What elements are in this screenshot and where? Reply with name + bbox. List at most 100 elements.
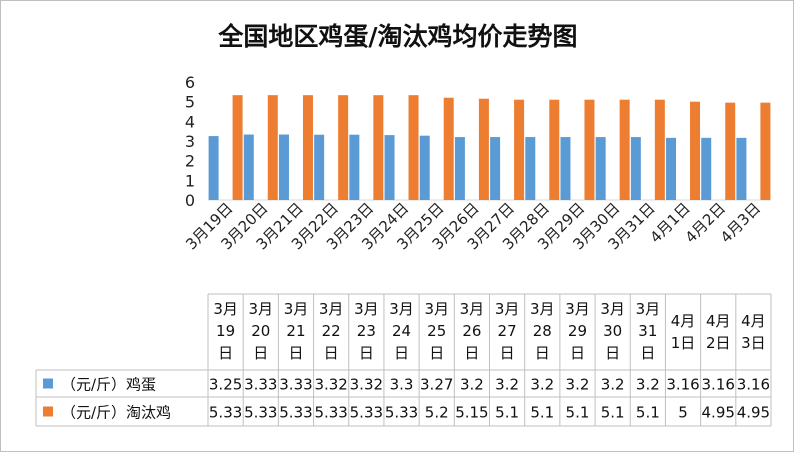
table-header-text: 3月 bbox=[213, 300, 238, 318]
table-value: 3.27 bbox=[420, 376, 453, 394]
y-tick-label: 0 bbox=[185, 191, 195, 210]
table-header-text: 日 bbox=[570, 344, 585, 362]
y-tick-label: 4 bbox=[185, 112, 195, 131]
bar-egg bbox=[349, 134, 360, 200]
legend-swatch-egg bbox=[43, 378, 53, 389]
bar-egg bbox=[560, 137, 571, 200]
table-header-text: 29 bbox=[568, 322, 587, 340]
bar-cull-hen bbox=[478, 98, 489, 200]
bar-cull-hen bbox=[338, 95, 349, 200]
table-header-text: 日 bbox=[218, 344, 233, 362]
table-header-text: 3月 bbox=[495, 300, 520, 318]
table-header-text: 26 bbox=[462, 322, 481, 340]
table-value: 3.3 bbox=[390, 376, 414, 394]
table-header-text: 3月 bbox=[284, 300, 309, 318]
bar-egg bbox=[736, 137, 747, 200]
table-value: 3.33 bbox=[244, 376, 277, 394]
table-header-text: 23 bbox=[357, 322, 376, 340]
bar-cull-hen bbox=[514, 99, 525, 200]
table-header-text: 日 bbox=[640, 344, 655, 362]
table-header-text: 3日 bbox=[741, 334, 766, 352]
table-header-text: 24 bbox=[392, 322, 411, 340]
y-tick-label: 1 bbox=[185, 171, 195, 190]
table-value: 3.2 bbox=[566, 376, 590, 394]
table-header-text: 日 bbox=[324, 344, 339, 362]
table-value: 3.32 bbox=[350, 376, 383, 394]
table-value: 5.1 bbox=[566, 404, 590, 422]
table-value: 3.32 bbox=[314, 376, 347, 394]
table-header-text: 1日 bbox=[671, 334, 696, 352]
x-axis-labels: 3月19日3月20日3月21日3月22日3月23日3月24日3月25日3月26日… bbox=[182, 199, 764, 253]
table-value: 5.33 bbox=[350, 404, 383, 422]
bar-egg bbox=[208, 136, 219, 200]
table-value: 3.16 bbox=[702, 376, 735, 394]
table-header-text: 3月 bbox=[249, 300, 274, 318]
table-header-text: 4月 bbox=[671, 312, 696, 330]
table-header-text: 30 bbox=[603, 322, 622, 340]
bar-cull-hen bbox=[725, 102, 736, 200]
table-value: 5.33 bbox=[314, 404, 347, 422]
table-header-text: 3月 bbox=[424, 300, 449, 318]
table-header-text: 28 bbox=[533, 322, 552, 340]
bar-cull-hen bbox=[619, 99, 630, 200]
bar-egg bbox=[666, 137, 677, 200]
bar-cull-hen bbox=[690, 101, 701, 200]
bar-egg bbox=[595, 137, 606, 200]
table-value: 5.1 bbox=[636, 404, 660, 422]
table-value: 3.33 bbox=[279, 376, 312, 394]
bar-cull-hen bbox=[267, 95, 278, 200]
bars bbox=[208, 95, 771, 200]
table-value: 5.15 bbox=[455, 404, 488, 422]
table-header-text: 3月 bbox=[460, 300, 485, 318]
bar-egg bbox=[701, 137, 712, 200]
table-header-text: 19 bbox=[216, 322, 235, 340]
y-tick-label: 6 bbox=[185, 73, 195, 92]
bar-cull-hen bbox=[302, 95, 313, 200]
y-tick-label: 3 bbox=[185, 132, 195, 151]
bar-egg bbox=[314, 134, 325, 200]
table-header-text: 日 bbox=[394, 344, 409, 362]
table-value: 3.2 bbox=[601, 376, 625, 394]
table-header-text: 日 bbox=[500, 344, 515, 362]
table-value: 3.2 bbox=[530, 376, 554, 394]
bar-cull-hen bbox=[232, 95, 243, 200]
table-header-text: 20 bbox=[251, 322, 270, 340]
table-header-text: 21 bbox=[286, 322, 305, 340]
table-value: 3.2 bbox=[495, 376, 519, 394]
table-header-text: 3月 bbox=[354, 300, 379, 318]
table-value: 3.2 bbox=[636, 376, 660, 394]
bar-cull-hen bbox=[760, 102, 771, 200]
bar-cull-hen bbox=[373, 95, 384, 200]
bar-cull-hen bbox=[408, 95, 419, 200]
table-header-text: 22 bbox=[322, 322, 341, 340]
table-header-text: 日 bbox=[464, 344, 479, 362]
bar-egg bbox=[630, 137, 641, 200]
legend-swatch-cull-hen bbox=[43, 406, 53, 417]
table-value: 3.16 bbox=[737, 376, 770, 394]
y-tick-label: 2 bbox=[185, 152, 195, 171]
y-tick-label: 5 bbox=[185, 93, 195, 112]
table-value: 3.2 bbox=[460, 376, 484, 394]
bar-egg bbox=[419, 135, 430, 200]
table-header-text: 日 bbox=[359, 344, 374, 362]
table-header-text: 3月 bbox=[530, 300, 555, 318]
table-header-text: 4月 bbox=[706, 312, 731, 330]
table-header-text: 日 bbox=[253, 344, 268, 362]
bar-egg bbox=[525, 137, 536, 200]
table-header-text: 日 bbox=[535, 344, 550, 362]
bar-cull-hen bbox=[584, 99, 595, 200]
bar-egg bbox=[243, 134, 254, 200]
table-header-text: 4月 bbox=[741, 312, 766, 330]
table-header-text: 2日 bbox=[706, 334, 731, 352]
bar-egg bbox=[278, 134, 289, 200]
table-value: 4.95 bbox=[737, 404, 770, 422]
series-label: （元/斤）鸡蛋 bbox=[61, 376, 156, 394]
bar-egg bbox=[490, 137, 501, 200]
table-header-text: 3月 bbox=[636, 300, 661, 318]
table-value: 5 bbox=[678, 404, 688, 422]
table-value: 5.33 bbox=[244, 404, 277, 422]
table-header-text: 3月 bbox=[600, 300, 625, 318]
chart-title: 全国地区鸡蛋/淘汰鸡均价走势图 bbox=[217, 22, 577, 51]
